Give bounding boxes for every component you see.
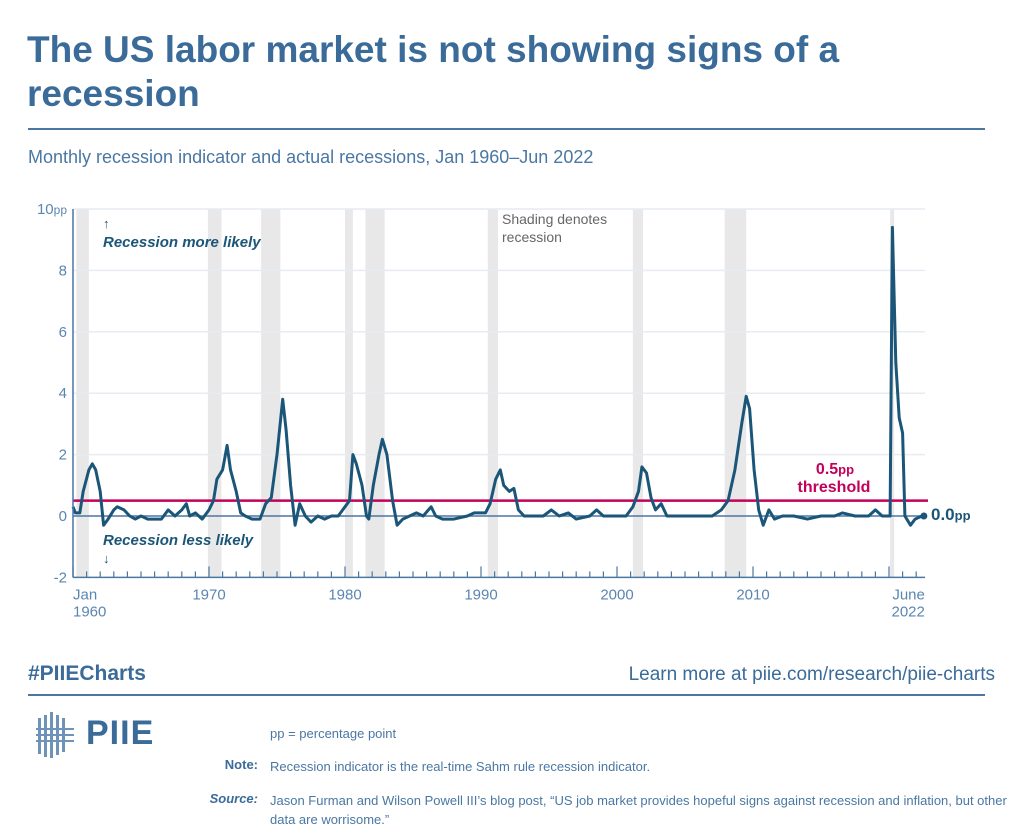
- end-value-label: 0.0pp: [931, 505, 971, 524]
- piie-logo-icon: [36, 712, 74, 758]
- threshold-label-text: threshold: [798, 479, 871, 496]
- source-text: Jason Furman and Wilson Powell III’s blo…: [270, 793, 1007, 827]
- footer-divider: [28, 694, 985, 696]
- x-tick-label: 2010: [736, 586, 769, 603]
- end-value: 0.0: [931, 505, 955, 524]
- x-tick-label: 1990: [464, 586, 497, 603]
- y-tick-label: 4: [59, 385, 67, 402]
- y-tick-label: -2: [54, 569, 67, 586]
- y-tick-label: 6: [59, 324, 67, 341]
- pp-note: pp = percentage point: [270, 726, 397, 741]
- x-tick-label-line2: 2022: [891, 603, 924, 620]
- y-tick-value: 4: [59, 385, 67, 402]
- annotation-more-likely: Recession more likely: [103, 234, 261, 251]
- x-tick-label: June: [892, 586, 925, 603]
- page-title: The US labor market is not showing signs…: [27, 29, 840, 114]
- threshold-label-value: 0.5pp: [816, 461, 854, 478]
- annotation-less-likely: Recession less likely: [103, 532, 254, 549]
- y-axis-labels: 10pp 8 6 4 2 0 -2: [37, 201, 67, 586]
- up-arrow-icon: ↑: [103, 216, 110, 231]
- learn-more-link[interactable]: Learn more at piie.com/research/piie-cha…: [628, 664, 995, 685]
- hashtag: #PIIECharts: [28, 662, 146, 685]
- y-tick-value: 8: [59, 262, 67, 279]
- y-tick-value: -2: [54, 569, 67, 586]
- x-tick-label: 1980: [328, 586, 361, 603]
- threshold-unit: pp: [838, 462, 854, 477]
- x-tick-label: Jan: [73, 586, 97, 603]
- series-end-marker: [920, 512, 928, 520]
- x-tick-label: 1970: [192, 586, 225, 603]
- title-divider: [28, 128, 985, 130]
- y-tick-value: 0: [59, 508, 67, 525]
- end-value-unit: pp: [955, 508, 971, 523]
- note-label: Note:: [224, 757, 258, 772]
- y-tick-value: 6: [59, 324, 67, 341]
- shading-note-line2: recession: [502, 229, 562, 245]
- y-tick-value: 10: [37, 201, 54, 218]
- x-tick-label: 2000: [600, 586, 633, 603]
- y-tick-label: 2: [59, 447, 67, 464]
- series-line: [71, 225, 923, 527]
- x-tick-label-line2: 1960: [73, 603, 106, 620]
- y-tick-label: 10pp: [37, 201, 67, 218]
- y-tick-value: 2: [59, 447, 67, 464]
- chart-subtitle: Monthly recession indicator and actual r…: [28, 147, 594, 167]
- piie-logo-text: PIIE: [86, 714, 155, 752]
- down-arrow-icon: ↓: [103, 551, 110, 566]
- note-text: Recession indicator is the real-time Sah…: [270, 759, 651, 774]
- y-tick-label: 0: [59, 508, 67, 525]
- piie-logo: PIIE: [36, 712, 156, 758]
- threshold-value: 0.5: [816, 461, 838, 478]
- shading-note-line1: Shading denotes: [502, 211, 607, 227]
- source-label: Source:: [209, 791, 258, 806]
- y-tick-label: 8: [59, 262, 67, 279]
- y-tick-unit: pp: [54, 203, 68, 217]
- gridlines: [73, 208, 925, 456]
